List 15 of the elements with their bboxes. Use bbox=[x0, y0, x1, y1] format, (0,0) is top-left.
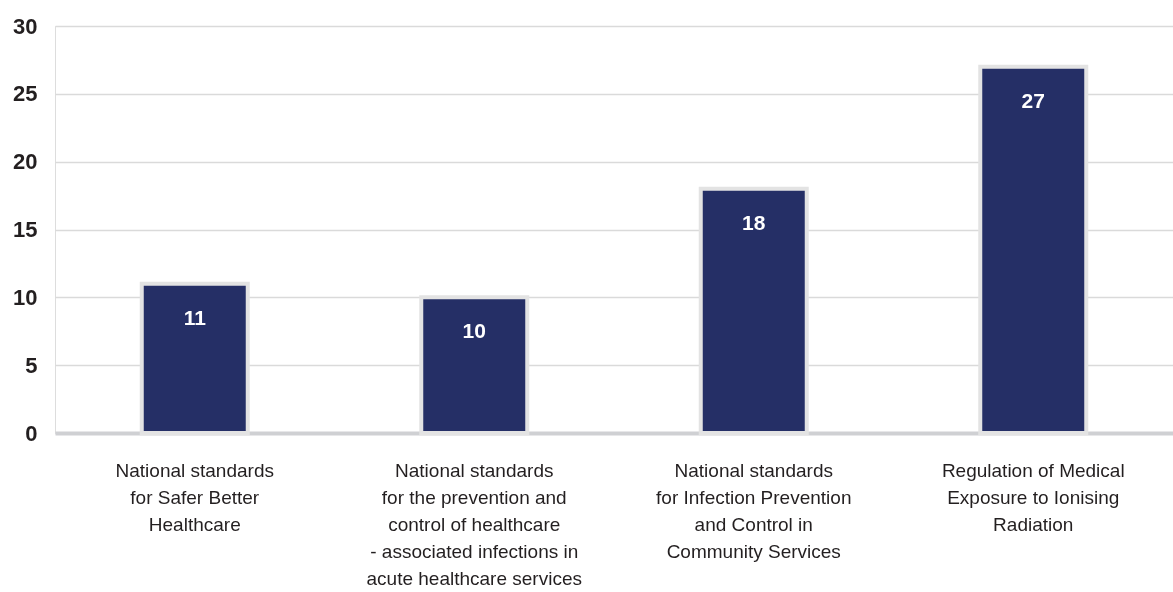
y-tick-label: 10 bbox=[13, 284, 38, 310]
x-tick-label: National standards for the prevention and control of healthcare - associated infections in acute healthcare services bbox=[366, 459, 582, 589]
data-label: 18 bbox=[742, 210, 766, 234]
y-tick-label: 0 bbox=[25, 420, 38, 446]
data-label: 10 bbox=[462, 319, 486, 343]
y-tick-label: 5 bbox=[25, 352, 38, 378]
y-tick-label: 15 bbox=[13, 217, 38, 242]
y-tick-label: 30 bbox=[13, 13, 38, 39]
x-tick-label: Regulation of Medical Exposure to Ionising Radiation bbox=[941, 459, 1125, 535]
x-tick-label: National standards for Safer Better Healthcare bbox=[115, 459, 274, 535]
y-tick-label: 25 bbox=[13, 81, 38, 107]
x-tick-label: National standards for Infection Prevention and Control in Community Services bbox=[656, 459, 852, 562]
data-label: 27 bbox=[1021, 88, 1045, 112]
data-label: 11 bbox=[183, 305, 207, 329]
y-tick-label: 20 bbox=[13, 149, 38, 175]
